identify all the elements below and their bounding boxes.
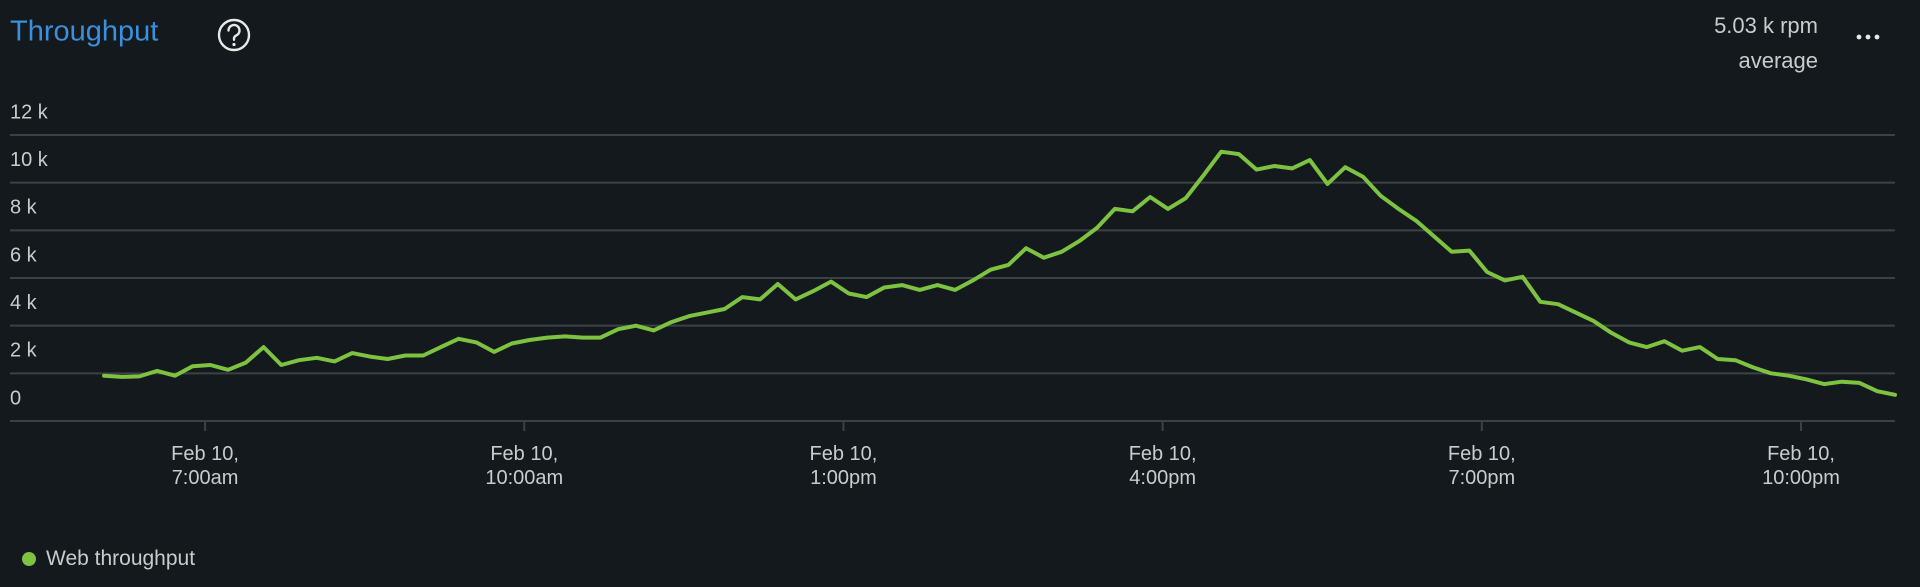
- y-tick-label: 10 k: [10, 149, 49, 171]
- x-tick-label: Feb 10, 1:00pm: [809, 443, 878, 489]
- x-tick-label: Feb 10, 7:00pm: [1447, 443, 1516, 489]
- y-tick-label: 4 k: [10, 292, 38, 314]
- x-tick-label: Feb 10, 7:00am: [171, 443, 239, 489]
- y-tick-label: 0: [10, 387, 21, 409]
- summary-value: 5.03 k rpm: [1714, 13, 1818, 38]
- x-tick-label: Feb 10, 10:00am: [485, 443, 564, 489]
- legend-item[interactable]: Web throughput: [22, 547, 195, 571]
- legend-label: Web throughput: [46, 547, 196, 570]
- x-tick-label: Feb 10, 10:00pm: [1762, 443, 1840, 489]
- series-line: [102, 149, 1897, 397]
- y-tick-label: 12 k: [10, 101, 49, 123]
- y-tick-label: 2 k: [10, 340, 38, 362]
- chart-title: Throughput: [10, 16, 158, 48]
- legend-swatch: [22, 552, 36, 566]
- more-menu[interactable]: [1856, 34, 1880, 40]
- x-tick-label: Feb 10, 4:00pm: [1128, 443, 1197, 489]
- y-tick-label: 8 k: [10, 197, 38, 219]
- help-icon[interactable]: [217, 18, 251, 52]
- summary-label: average: [1738, 48, 1818, 73]
- y-tick-label: 6 k: [10, 244, 38, 266]
